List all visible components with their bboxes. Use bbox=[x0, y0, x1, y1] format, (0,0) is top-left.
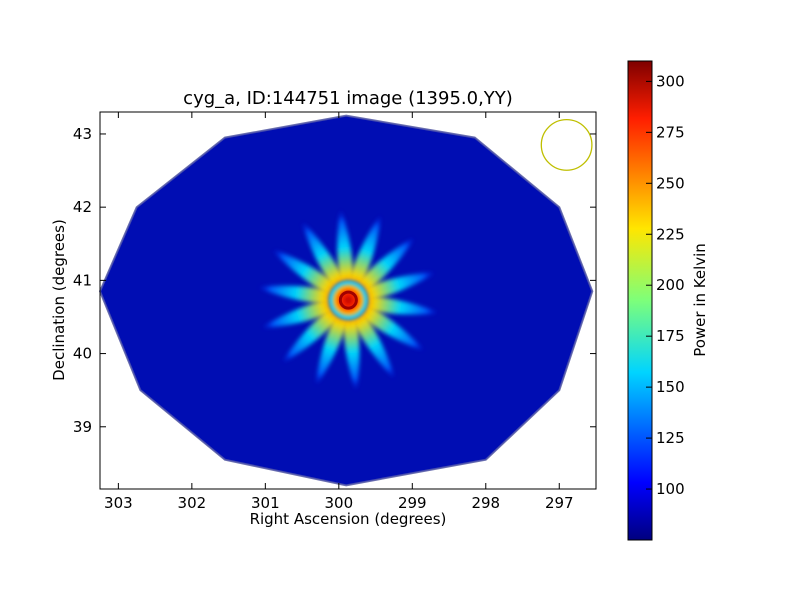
source-core-ring bbox=[338, 290, 358, 310]
source-ray bbox=[342, 303, 360, 392]
source-ray-shape bbox=[301, 220, 352, 300]
axes-frame bbox=[99, 111, 597, 490]
colorbar-tick-label: 175 bbox=[656, 327, 685, 345]
heatmap-image bbox=[98, 114, 594, 487]
colorbar-tick-label: 300 bbox=[656, 72, 685, 90]
y-tick-label: 40 bbox=[73, 345, 92, 363]
colorbar-tick-label: 225 bbox=[656, 225, 685, 243]
x-tick-label: 300 bbox=[324, 494, 353, 512]
colorbar-tick-label: 100 bbox=[656, 480, 685, 498]
source-rays bbox=[257, 208, 440, 392]
source-ray-shape bbox=[342, 303, 360, 392]
x-tick-label: 303 bbox=[104, 494, 133, 512]
beam-circle bbox=[540, 118, 593, 171]
source-ray bbox=[350, 272, 437, 305]
colorbar: 100 125 150 175 200 225 250 275 300 Power in Kel… bbox=[627, 60, 709, 541]
source-ray-shape bbox=[350, 272, 437, 305]
source-ray-shape bbox=[315, 301, 353, 387]
colorbar-tick-label: 200 bbox=[656, 276, 685, 294]
colorbar-tick-label: 125 bbox=[656, 429, 685, 447]
y-axis-ticks: 39 40 41 42 43 bbox=[73, 125, 596, 436]
x-axis-label: Right Ascension (degrees) bbox=[250, 510, 447, 528]
source-ray-shape bbox=[344, 214, 382, 299]
y-axis-label: Declination (degrees) bbox=[50, 219, 68, 381]
y-tick-label: 42 bbox=[73, 198, 92, 216]
colorbar-label: Power in Kelvin bbox=[691, 243, 709, 357]
y-tick-label: 41 bbox=[73, 271, 92, 289]
x-tick-label: 301 bbox=[251, 494, 280, 512]
colorbar-gradient bbox=[627, 60, 653, 541]
x-tick-label: 298 bbox=[471, 494, 500, 512]
y-tick-label: 39 bbox=[73, 418, 92, 436]
source-core bbox=[326, 278, 371, 323]
y-tick-label: 43 bbox=[73, 125, 92, 143]
colorbar-ticks: 100 125 150 175 200 225 250 275 300 bbox=[646, 72, 685, 498]
x-tick-label: 302 bbox=[178, 494, 207, 512]
chart-title: cyg_a, ID:144751 image (1395.0,YY) bbox=[183, 88, 513, 109]
source-ray-shape bbox=[337, 208, 355, 297]
source-ray bbox=[337, 208, 355, 297]
source-ray bbox=[344, 214, 382, 299]
colorbar-tick-label: 150 bbox=[656, 378, 685, 396]
source-ray bbox=[315, 301, 353, 387]
x-axis-ticks: 303 302 301 300 299 298 297 bbox=[104, 112, 574, 512]
source-ray bbox=[301, 220, 352, 300]
colorbar-tick-label: 250 bbox=[656, 174, 685, 192]
x-tick-label: 297 bbox=[545, 494, 574, 512]
colorbar-tick-label: 275 bbox=[656, 123, 685, 141]
x-tick-label: 299 bbox=[398, 494, 427, 512]
source-ray-shape bbox=[345, 300, 396, 380]
source-ray bbox=[345, 300, 396, 380]
